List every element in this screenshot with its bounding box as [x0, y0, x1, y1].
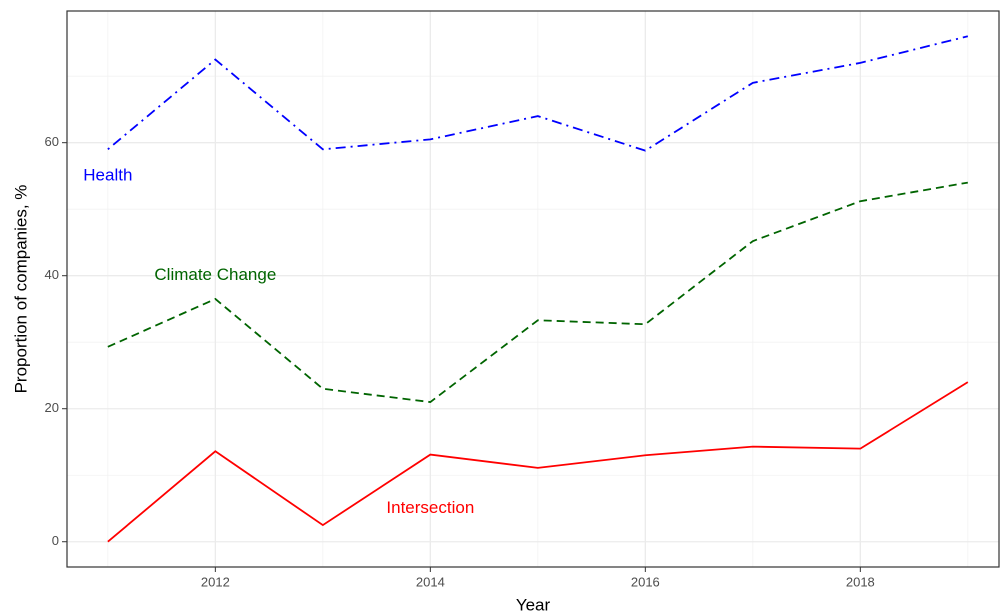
series-label: Health [83, 165, 132, 184]
y-tick-label: 60 [45, 134, 59, 149]
series-line [107, 181, 968, 404]
series-line [107, 381, 969, 543]
x-tick-label: 2014 [416, 574, 445, 589]
x-tick-label: 2016 [631, 574, 660, 589]
x-axis-title: Year [516, 595, 551, 614]
x-tick-label: 2012 [201, 574, 230, 589]
panel-border [66, 10, 1000, 568]
series-line [107, 35, 969, 152]
y-tick-label: 0 [52, 533, 59, 548]
x-tick-label: 2018 [846, 574, 875, 589]
series-label: Climate Change [154, 265, 276, 284]
y-tick-label: 40 [45, 267, 59, 282]
series-label: Intersection [386, 498, 474, 517]
y-tick-label: 20 [45, 400, 59, 415]
y-axis-title: Proportion of companies, % [11, 185, 30, 394]
